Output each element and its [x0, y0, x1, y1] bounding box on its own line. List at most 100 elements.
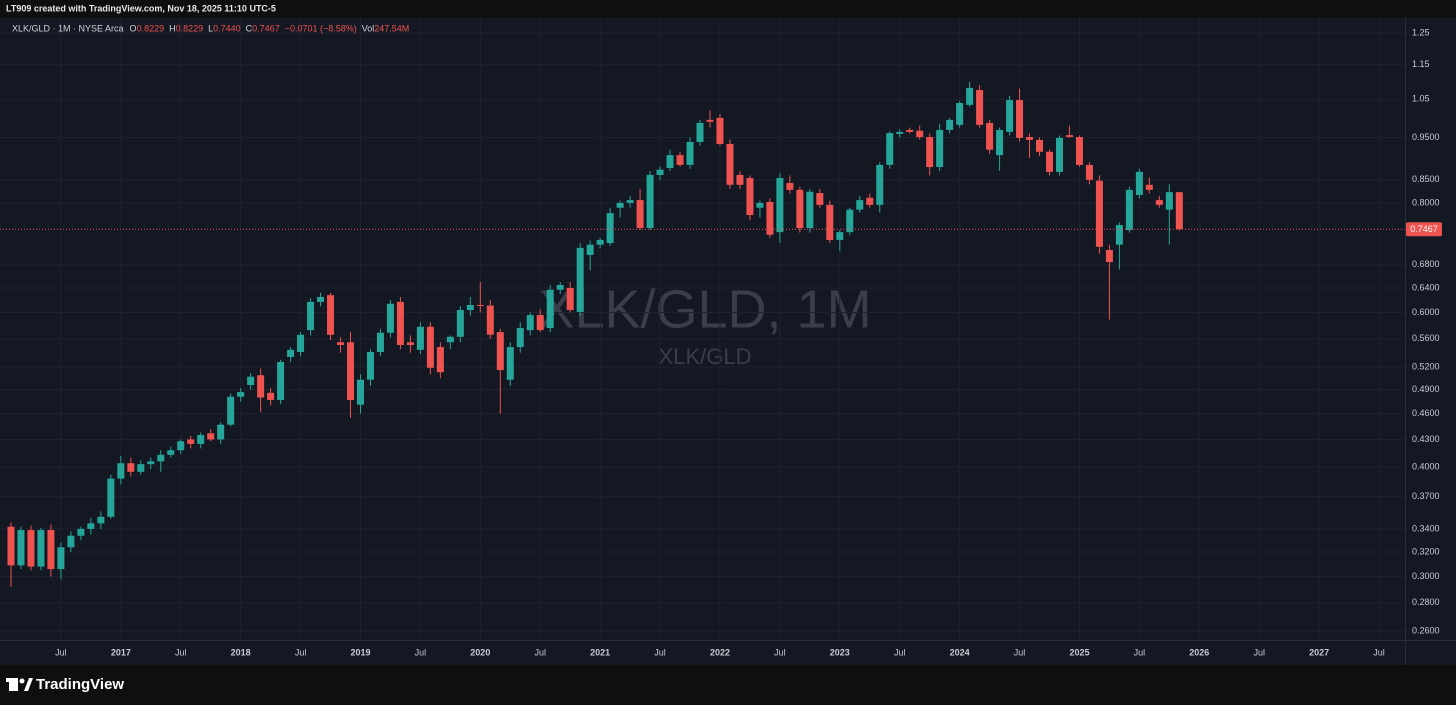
logo-bar-top — [6, 678, 15, 682]
candle-body — [906, 129, 914, 132]
y-tick-label: 0.4300 — [1412, 434, 1440, 444]
candle-body — [896, 131, 904, 134]
candle-body — [406, 342, 414, 345]
candle-body — [636, 200, 644, 229]
tradingview-logo — [6, 678, 33, 691]
x-tick-label: Jul — [774, 647, 786, 657]
candle-body — [806, 191, 814, 229]
candle-body — [796, 189, 804, 229]
candle-body — [546, 289, 554, 329]
legend-value: 0.8229 — [176, 23, 204, 33]
candle-body — [1175, 192, 1183, 230]
candle-body — [1165, 192, 1173, 210]
candle-body — [386, 303, 394, 333]
x-tick-label: 2026 — [1189, 647, 1209, 657]
legend-value: 247.54M — [374, 23, 409, 33]
candle-body — [736, 174, 744, 185]
candle-body — [17, 530, 25, 566]
candle-body — [606, 213, 614, 244]
candle-body — [187, 439, 195, 444]
y-tick-label: 0.3000 — [1412, 571, 1440, 581]
y-tick-label: 0.2600 — [1412, 625, 1440, 635]
candle-body — [446, 336, 454, 343]
candle-body — [1036, 139, 1044, 152]
candle-body — [956, 103, 964, 125]
candle-body — [287, 349, 295, 357]
candle-body — [706, 119, 714, 122]
candle-body — [1006, 100, 1014, 132]
x-tick-label: Jul — [175, 647, 187, 657]
x-tick-label: 2019 — [350, 647, 370, 657]
candle-body — [726, 143, 734, 185]
candle-body — [866, 197, 874, 205]
candle-body — [1065, 135, 1073, 138]
candle-body — [516, 328, 524, 348]
candle-body — [846, 209, 854, 233]
candles — [0, 81, 1405, 587]
candle-body — [307, 301, 315, 331]
x-tick-label: 2022 — [710, 647, 730, 657]
candle-body — [566, 287, 574, 311]
candle-body — [1046, 151, 1053, 172]
candle-body — [1016, 100, 1024, 138]
candle-body — [476, 304, 484, 306]
y-tick-label: 0.2800 — [1412, 597, 1440, 607]
candle-body — [526, 315, 534, 331]
candle-body — [1105, 250, 1113, 263]
x-tick-label: Jul — [55, 647, 67, 657]
legend-key: Vol — [362, 23, 375, 33]
candle-body — [1155, 200, 1163, 205]
x-tick-label: 2017 — [111, 647, 131, 657]
candle-body — [227, 396, 235, 425]
candle-body — [1085, 164, 1093, 180]
candle-body — [177, 441, 185, 451]
candle-body — [816, 193, 824, 205]
legend-key: C — [246, 23, 253, 33]
candle-body — [1075, 137, 1083, 165]
x-tick-label: 2021 — [590, 647, 610, 657]
last-price-box — [1406, 222, 1442, 237]
x-tick-label: 2023 — [830, 647, 850, 657]
chart-background — [0, 18, 1456, 665]
candle-body — [986, 122, 994, 150]
candle-body — [856, 200, 864, 210]
candle-body — [267, 392, 275, 400]
candle-body — [347, 342, 354, 400]
legend-key: H — [169, 23, 176, 33]
y-tick-label: 0.6800 — [1412, 259, 1440, 269]
candle-body — [456, 310, 464, 337]
y-tick-label: 1.05 — [1412, 94, 1430, 104]
candle-body — [946, 119, 954, 130]
candle-body — [766, 202, 774, 235]
candle-body — [1095, 180, 1103, 247]
candle-body — [506, 347, 514, 380]
axes: 1.25 1.15 1.05 0.9500 0.8500 0.8000 0.6800 0.64… — [55, 27, 1442, 657]
candle-body — [436, 347, 444, 373]
candle-body — [97, 516, 105, 524]
candle-body — [656, 169, 664, 175]
candle-body — [556, 284, 564, 290]
y-tick-label: 0.5200 — [1412, 361, 1440, 371]
candle-body — [916, 130, 924, 138]
x-tick-label: Jul — [1253, 647, 1265, 657]
last-price-label: 0.7467 — [1410, 224, 1438, 234]
candle-body — [626, 200, 634, 203]
candle-body — [1125, 189, 1133, 231]
legend-value: 0.8229 — [137, 23, 165, 33]
candle-body — [486, 305, 494, 335]
legend-value: 0.7440 — [213, 23, 241, 33]
candle-body — [1115, 225, 1123, 245]
candle-body — [746, 178, 754, 216]
candle-body — [1135, 171, 1143, 195]
candle-body — [107, 478, 115, 517]
candle-body — [366, 351, 374, 380]
candle-body — [237, 392, 245, 397]
y-tick-label: 1.15 — [1412, 59, 1430, 69]
candle-body — [1026, 137, 1034, 140]
candle-body — [676, 155, 684, 165]
candle-body — [686, 141, 694, 165]
candle-body — [926, 137, 934, 168]
candle-body — [616, 202, 624, 208]
candle-body — [966, 87, 974, 105]
candle-body — [77, 528, 85, 536]
